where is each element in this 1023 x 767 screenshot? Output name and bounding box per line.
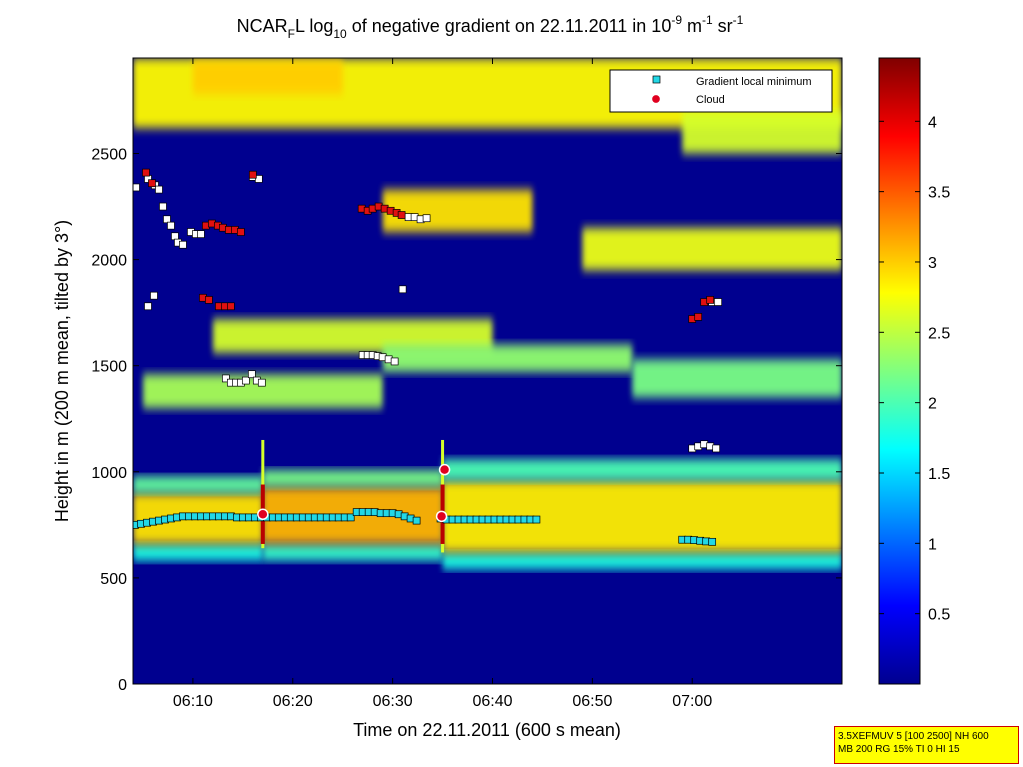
y-tick-label: 1000	[91, 465, 127, 482]
colorbar-tick-label: 2	[928, 396, 937, 413]
gradient-min-marker	[241, 376, 250, 385]
gradient-min-marker	[236, 228, 245, 236]
y-axis: 0 500 1000 1500 2000 2500	[91, 146, 842, 694]
chart-title: NCARFL log10 of negative gradient on 22.…	[237, 13, 744, 41]
heatmap-cell	[582, 227, 842, 271]
heatmap-cell	[192, 60, 343, 95]
legend: Gradient local minimum Cloud	[609, 69, 833, 113]
heatmap-cell	[262, 469, 443, 487]
y-tick-label: 500	[100, 571, 127, 588]
gradient-min-marker	[397, 211, 406, 219]
legend-square-marker	[652, 75, 661, 84]
plot-frame	[132, 57, 843, 685]
gradient-min-marker	[133, 183, 140, 192]
legend-label-gradient: Gradient local minimum	[696, 76, 812, 88]
y-axis-label: Height in m (200 m mean, tilted by 3°)	[52, 220, 72, 522]
gradient-min-marker	[247, 370, 256, 379]
gradient-min-marker	[167, 221, 175, 230]
gradient-min-marker	[179, 240, 187, 249]
gradient-min-marker	[222, 374, 230, 383]
x-axis: 06:10 06:20 06:30 06:40 06:50 07:00	[173, 58, 712, 710]
gradient-min-marker	[197, 230, 205, 238]
y-tick-label: 1500	[91, 359, 127, 376]
gradient-min-marker	[171, 232, 179, 241]
x-tick-label: 06:40	[472, 693, 512, 710]
colorbar-tick-label: 4	[928, 114, 937, 131]
x-tick-label: 06:50	[572, 693, 612, 710]
gradient-min-marker	[227, 302, 235, 311]
gradient-min-marker	[155, 185, 163, 194]
cloud-marker	[435, 510, 448, 523]
gradient-min-marker	[532, 515, 541, 524]
gradient-min-marker	[398, 285, 407, 294]
heatmap-cell	[133, 543, 263, 561]
gradient-min-marker	[159, 202, 167, 211]
gradient-min-marker	[148, 179, 156, 188]
y-tick-label: 2500	[91, 146, 127, 163]
gradient-min-marker	[205, 296, 213, 304]
heatmap-cell	[262, 543, 443, 561]
settings-info-box: 3.5XEFMUV 5 [100 2500] NH 600 MB 200 RG …	[834, 726, 1019, 764]
gradient-min-marker	[254, 175, 263, 183]
y-tick-label: 0	[118, 677, 127, 694]
heatmap-cell	[133, 476, 263, 494]
gradient-min-marker	[712, 444, 721, 453]
x-tick-label: 06:30	[373, 693, 413, 710]
gradient-min-marker	[422, 214, 431, 223]
y-tick-label: 2000	[91, 253, 127, 270]
heatmap-cell	[442, 459, 842, 481]
cloud-marker	[438, 463, 451, 476]
colorbar-frame	[878, 57, 921, 685]
gradient-min-marker	[144, 302, 152, 311]
colorbar-tick-label: 1	[928, 536, 937, 553]
x-tick-label: 07:00	[672, 693, 712, 710]
legend-label-cloud: Cloud	[696, 94, 725, 106]
gradient-min-marker	[706, 296, 715, 304]
heatmap-cell	[632, 359, 842, 398]
colorbar-tick-label: 0.5	[928, 607, 950, 624]
x-axis-label: Time on 22.11.2011 (600 s mean)	[353, 720, 621, 740]
colorbar-tick-label: 2.5	[928, 325, 950, 342]
colorbar-tick-label: 3.5	[928, 185, 950, 202]
heatmap-cell	[382, 189, 533, 233]
legend-circle-marker	[650, 93, 662, 105]
gradient-min-marker	[708, 537, 717, 546]
gradient-min-marker	[346, 513, 355, 522]
heatmap-cell	[442, 552, 842, 570]
gradient-min-marker	[248, 170, 257, 179]
settings-line-1: 3.5XEFMUV 5 [100 2500] NH 600	[838, 731, 989, 742]
colorbar-gradient	[879, 58, 920, 684]
colorbar: 0.5 1 1.5 2 2.5 3 3.5 4	[878, 57, 950, 685]
gradient-min-marker	[390, 357, 399, 366]
markers	[133, 168, 723, 546]
x-tick-label: 06:10	[173, 693, 213, 710]
gradient-min-marker	[412, 516, 421, 525]
gradient-min-marker	[150, 291, 158, 300]
gradient-min-marker	[142, 168, 150, 177]
gradient-min-marker	[694, 313, 703, 321]
heatmap-cell	[682, 111, 842, 154]
colorbar-tick-label: 3	[928, 255, 937, 272]
x-tick-label: 06:20	[273, 693, 313, 710]
gradient-min-marker	[163, 215, 171, 224]
gradient-min-marker	[257, 378, 266, 387]
heatmap-cell	[382, 344, 633, 373]
colorbar-tick-label: 1.5	[928, 466, 950, 483]
gradient-min-marker	[714, 298, 723, 306]
cloud-marker	[257, 508, 269, 520]
settings-line-2: MB 200 RG 15% TI 0 HI 15	[838, 744, 960, 755]
